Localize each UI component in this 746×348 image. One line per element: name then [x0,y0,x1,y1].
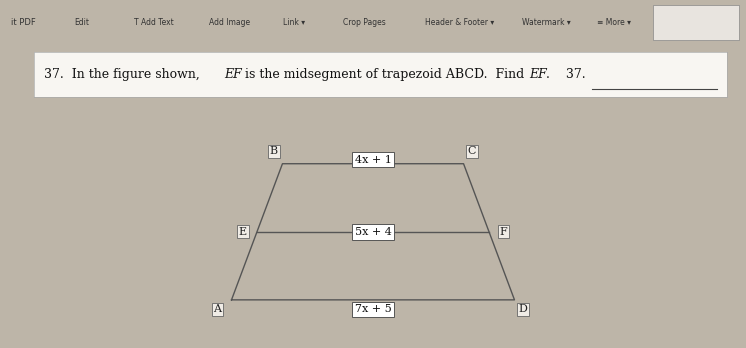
Text: is the midsegment of trapezoid ABCD.  Find: is the midsegment of trapezoid ABCD. Fin… [241,68,528,81]
Text: B: B [270,147,278,157]
FancyBboxPatch shape [653,6,739,40]
Text: Watermark ▾: Watermark ▾ [522,18,571,27]
Text: Crop Pages: Crop Pages [343,18,386,27]
Text: E: E [239,227,247,237]
Text: .    37.: . 37. [545,68,589,81]
Text: ≡ More ▾: ≡ More ▾ [597,18,631,27]
Text: Add Image: Add Image [209,18,250,27]
Text: EF: EF [530,68,548,81]
Text: EF: EF [225,68,242,81]
Text: 5x + 4: 5x + 4 [354,227,392,237]
Text: D: D [518,304,527,314]
Text: Link ▾: Link ▾ [283,18,306,27]
Text: 7x + 5: 7x + 5 [354,304,392,314]
Text: it PDF: it PDF [11,18,36,27]
Text: T Add Text: T Add Text [134,18,174,27]
Text: 37.  In the figure shown,: 37. In the figure shown, [44,68,207,81]
Text: Header & Footer ▾: Header & Footer ▾ [425,18,495,27]
Text: A: A [213,304,222,314]
Text: 4x + 1: 4x + 1 [354,155,392,165]
Text: Edit: Edit [75,18,90,27]
Text: C: C [468,147,476,157]
Text: F: F [499,227,507,237]
